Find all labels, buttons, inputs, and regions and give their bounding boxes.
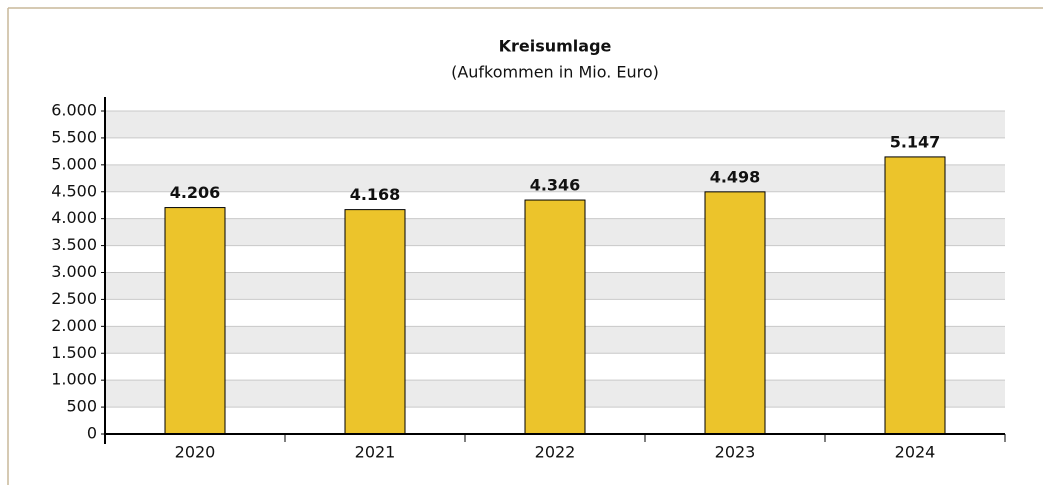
grid-band (105, 164, 1005, 192)
y-tick-label: 5.500 (51, 127, 97, 146)
y-tick-label: 500 (66, 397, 97, 416)
y-tick-label: 0 (87, 424, 97, 443)
value-label: 4.346 (530, 176, 581, 195)
value-label: 4.168 (350, 185, 401, 204)
y-tick-label: 2.500 (51, 289, 97, 308)
y-tick-label: 6.000 (51, 101, 97, 120)
y-tick-label: 3.000 (51, 262, 97, 281)
y-tick-label: 2.000 (51, 316, 97, 335)
x-tick-label: 2024 (895, 443, 936, 462)
bar (524, 199, 586, 435)
y-tick-label: 4.500 (51, 181, 97, 200)
chart-subtitle: (Aufkommen in Mio. Euro) (451, 63, 659, 82)
y-tick-label: 1.000 (51, 370, 97, 389)
x-tick-label: 2021 (355, 443, 396, 462)
bar (164, 207, 226, 435)
y-tick-label: 5.000 (51, 154, 97, 173)
chart-title: Kreisumlage (499, 37, 612, 56)
x-tick-label: 2023 (715, 443, 756, 462)
grid-band (105, 111, 1005, 138)
value-label: 4.206 (170, 183, 221, 202)
y-tick-label: 4.000 (51, 208, 97, 227)
y-tick-label: 3.500 (51, 235, 97, 254)
value-label: 5.147 (890, 132, 941, 151)
bar (704, 191, 766, 435)
value-label: 4.498 (710, 167, 761, 186)
y-tick-label: 1.500 (51, 343, 97, 362)
bar (344, 209, 406, 435)
x-tick-label: 2020 (175, 443, 216, 462)
x-tick-label: 2022 (535, 443, 576, 462)
bar (884, 156, 946, 435)
